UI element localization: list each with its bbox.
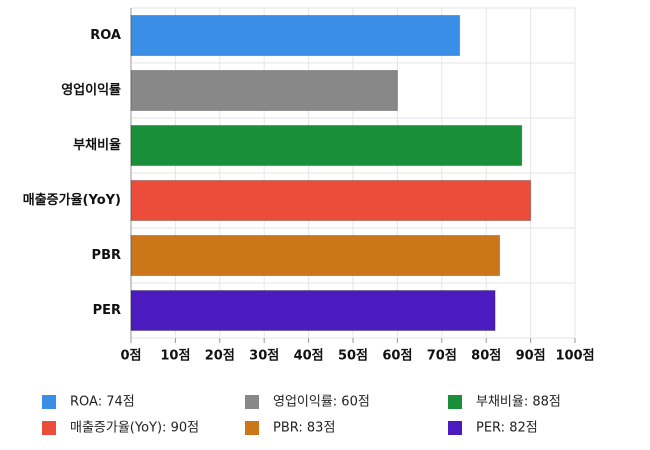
- x-tick-label: 30점: [249, 349, 279, 364]
- y-tick-label: 부채비율: [73, 137, 121, 153]
- legend-label: PBR: 83점: [273, 421, 335, 436]
- x-tick-label: 40점: [294, 349, 324, 364]
- y-tick-label: ROA: [90, 28, 121, 43]
- x-tick-label: 80점: [471, 349, 501, 364]
- legend-swatch: [245, 421, 259, 435]
- x-tick-label: 90점: [516, 349, 546, 364]
- bar: [130, 235, 501, 276]
- x-tick-label: 50점: [338, 349, 368, 364]
- y-tick-label: 영업이익률: [61, 82, 121, 98]
- y-tick-label: 매출증가율(YoY): [23, 192, 121, 208]
- y-tick-label: PER: [93, 303, 121, 318]
- x-tick-label: 20점: [205, 349, 235, 364]
- x-tick-label: 100점: [555, 349, 594, 364]
- x-tick-label: 0점: [120, 349, 141, 364]
- legend-label: PER: 82점: [476, 421, 538, 436]
- x-tick-label: 70점: [427, 349, 457, 364]
- legend-label: 매출증가율(YoY): 90점: [70, 421, 199, 436]
- legend-label: 부채비율: 88점: [476, 395, 561, 410]
- x-tick-label: 10점: [160, 349, 190, 364]
- x-tick-label: 60점: [382, 349, 412, 364]
- bar: [130, 70, 398, 111]
- bar: [130, 290, 496, 331]
- y-tick-label: PBR: [92, 248, 121, 263]
- legend-swatch: [245, 395, 259, 409]
- legend-swatch: [42, 421, 56, 435]
- bar: [130, 15, 461, 56]
- legend-label: ROA: 74점: [70, 395, 135, 410]
- legend-swatch: [448, 395, 462, 409]
- bar: [130, 125, 523, 166]
- legend-swatch: [448, 421, 462, 435]
- legend-swatch: [42, 395, 56, 409]
- legend-label: 영업이익률: 60점: [273, 395, 370, 410]
- bar: [130, 180, 532, 221]
